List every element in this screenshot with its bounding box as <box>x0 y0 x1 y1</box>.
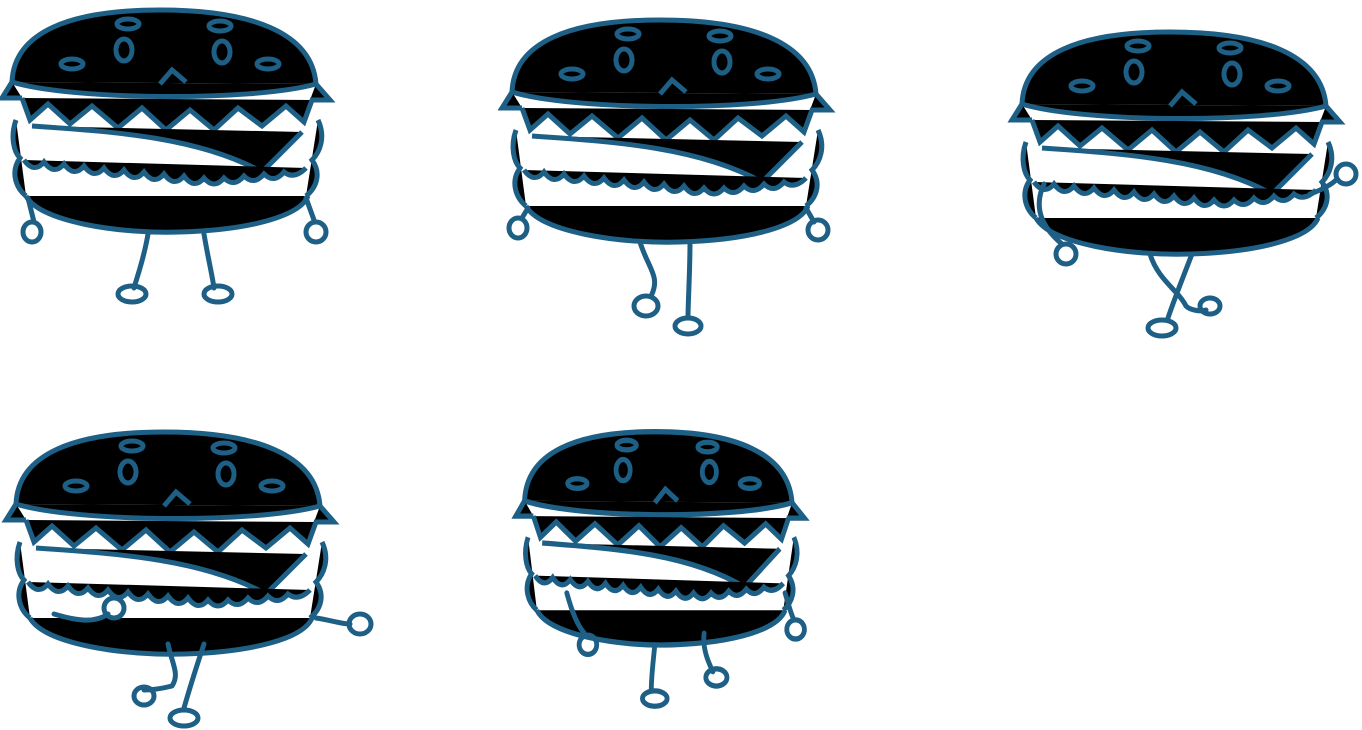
burger-character-walking-3 <box>6 432 371 726</box>
right-foot <box>1148 320 1176 336</box>
left-foot <box>634 296 658 316</box>
right-hand <box>306 222 326 242</box>
burger-body <box>2 10 330 232</box>
left-leg <box>134 234 148 288</box>
burger-character-walking-1 <box>502 20 830 334</box>
burger-character-standing <box>2 10 330 302</box>
right-hand <box>787 620 805 639</box>
burger-body <box>502 20 830 242</box>
left-leg <box>1150 254 1206 311</box>
right-leg <box>204 234 214 288</box>
burger-body <box>516 432 805 645</box>
left-hand <box>23 222 41 242</box>
right-foot <box>706 669 727 686</box>
right-arm <box>316 618 350 624</box>
left-hand <box>104 598 124 618</box>
left-hand <box>1056 244 1076 264</box>
left-foot <box>1200 298 1220 314</box>
left-leg <box>651 645 655 691</box>
left-foot <box>118 286 146 302</box>
right-arm <box>306 198 314 220</box>
right-hand <box>808 220 828 240</box>
left-hand <box>509 218 527 238</box>
right-foot <box>204 286 232 302</box>
burger-character-walking-2 <box>1012 32 1356 336</box>
left-foot <box>642 691 667 706</box>
right-leg <box>688 242 690 318</box>
burger-body <box>6 432 334 654</box>
left-leg <box>640 242 655 294</box>
right-foot <box>675 318 701 334</box>
right-hand <box>1336 164 1356 184</box>
left-arm <box>522 208 528 218</box>
right-foot <box>170 710 198 726</box>
burger-character-standing-bent <box>516 432 805 707</box>
burger-body <box>1012 32 1340 254</box>
